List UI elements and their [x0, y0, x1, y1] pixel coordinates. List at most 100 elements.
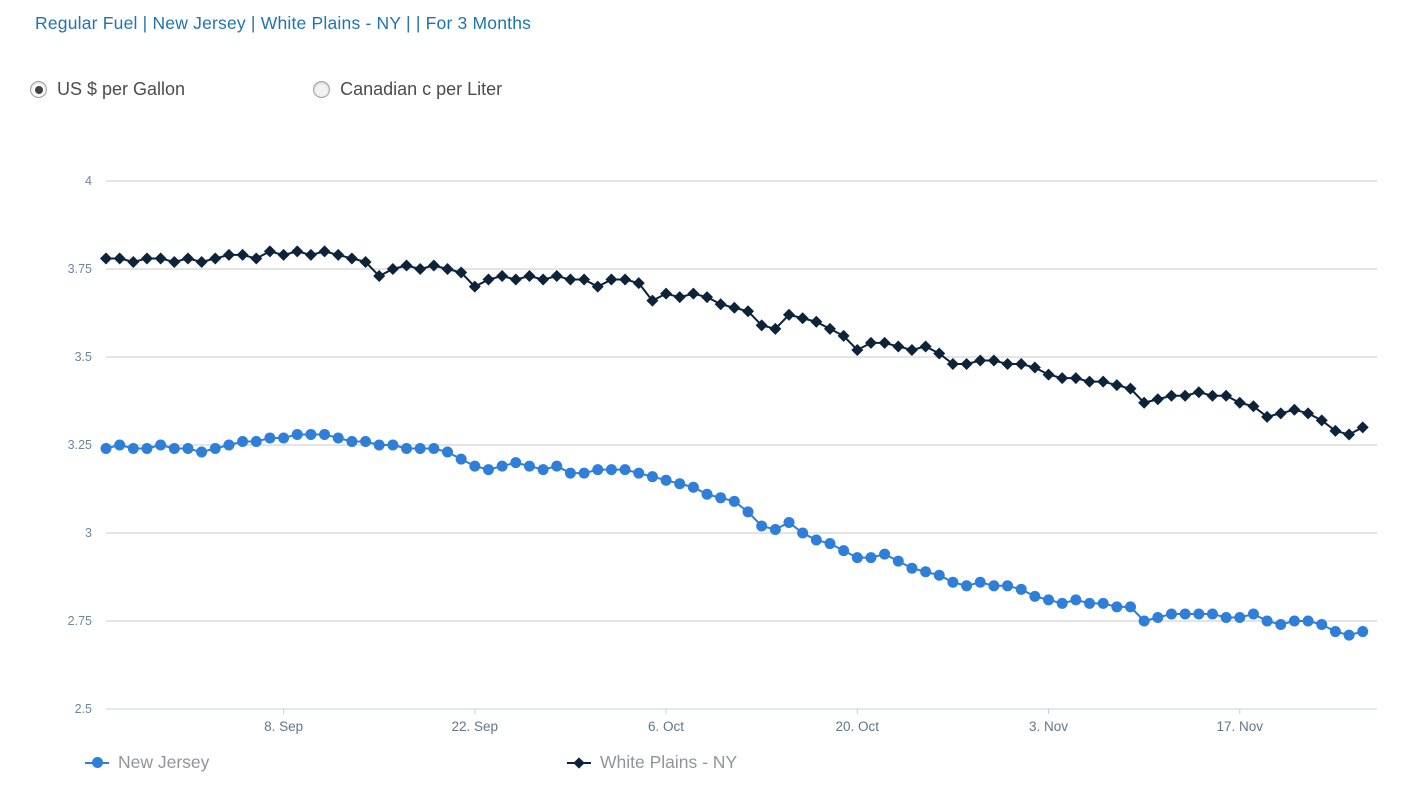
data-point[interactable] — [414, 443, 426, 455]
data-point[interactable] — [1343, 629, 1355, 641]
data-point[interactable] — [592, 464, 604, 476]
data-point[interactable] — [509, 273, 522, 286]
data-point[interactable] — [223, 439, 235, 451]
data-point[interactable] — [1002, 580, 1014, 592]
data-point[interactable] — [687, 481, 699, 493]
data-point[interactable] — [714, 298, 727, 311]
data-point[interactable] — [100, 443, 112, 455]
data-point[interactable] — [1110, 379, 1123, 392]
data-point[interactable] — [1124, 382, 1137, 395]
data-point[interactable] — [1357, 626, 1369, 638]
data-point[interactable] — [919, 340, 932, 353]
data-point[interactable] — [1261, 615, 1273, 627]
legend-item-new-jersey[interactable]: New Jersey — [85, 752, 209, 773]
data-point[interactable] — [1029, 590, 1041, 602]
data-point[interactable] — [783, 516, 795, 528]
data-point[interactable] — [168, 255, 181, 268]
data-point[interactable] — [892, 555, 904, 567]
radio-selected-icon[interactable] — [30, 81, 47, 98]
data-point[interactable] — [1288, 403, 1301, 416]
data-point[interactable] — [523, 460, 535, 472]
data-point[interactable] — [605, 464, 617, 476]
data-point[interactable] — [1083, 375, 1096, 388]
data-point[interactable] — [537, 464, 549, 476]
data-point[interactable] — [291, 428, 303, 440]
data-point[interactable] — [537, 273, 550, 286]
data-point[interactable] — [1247, 400, 1260, 413]
data-point[interactable] — [961, 580, 973, 592]
data-point[interactable] — [878, 336, 891, 349]
data-point[interactable] — [1097, 375, 1110, 388]
data-point[interactable] — [209, 443, 221, 455]
data-point[interactable] — [783, 308, 795, 321]
data-point[interactable] — [455, 453, 467, 465]
data-point[interactable] — [319, 428, 331, 440]
data-point[interactable] — [1056, 597, 1068, 609]
data-point[interactable] — [1356, 421, 1369, 434]
data-point[interactable] — [1315, 414, 1328, 427]
data-point[interactable] — [305, 428, 317, 440]
data-point[interactable] — [947, 576, 959, 588]
data-point[interactable] — [195, 255, 208, 268]
data-point[interactable] — [264, 432, 276, 444]
data-point[interactable] — [715, 492, 727, 504]
data-point[interactable] — [632, 277, 645, 290]
data-point[interactable] — [564, 467, 576, 479]
data-point[interactable] — [400, 259, 413, 272]
data-point[interactable] — [332, 432, 344, 444]
data-point[interactable] — [756, 520, 768, 532]
data-point[interactable] — [1206, 389, 1219, 402]
data-point[interactable] — [482, 464, 494, 476]
legend-item-white-plains-ny[interactable]: White Plains - NY — [567, 752, 737, 773]
data-point[interactable] — [605, 273, 618, 286]
data-point[interactable] — [496, 460, 508, 472]
data-point[interactable] — [578, 467, 590, 479]
data-point[interactable] — [114, 439, 126, 451]
data-point[interactable] — [550, 270, 563, 283]
data-point[interactable] — [222, 248, 235, 261]
data-point[interactable] — [742, 506, 754, 518]
data-point[interactable] — [1261, 410, 1274, 423]
data-point[interactable] — [236, 248, 249, 261]
radio-unselected-icon[interactable] — [313, 81, 331, 98]
data-point[interactable] — [674, 478, 686, 490]
data-point[interactable] — [373, 270, 386, 283]
data-point[interactable] — [414, 263, 427, 275]
data-point[interactable] — [1274, 407, 1287, 420]
data-point[interactable] — [277, 248, 290, 261]
data-point[interactable] — [387, 439, 399, 451]
data-point[interactable] — [646, 471, 658, 483]
data-point[interactable] — [441, 263, 454, 275]
data-point[interactable] — [946, 358, 959, 371]
data-point[interactable] — [1343, 428, 1356, 441]
data-point[interactable] — [1138, 615, 1150, 627]
data-point[interactable] — [360, 435, 372, 447]
data-point[interactable] — [304, 248, 317, 261]
data-point[interactable] — [1152, 611, 1164, 623]
data-point[interactable] — [1042, 368, 1055, 381]
data-point[interactable] — [728, 495, 740, 507]
data-point[interactable] — [879, 548, 891, 560]
data-point[interactable] — [510, 457, 522, 469]
data-point[interactable] — [1111, 601, 1123, 613]
data-point[interactable] — [810, 315, 823, 328]
data-point[interactable] — [196, 446, 208, 458]
data-point[interactable] — [633, 467, 645, 479]
data-point[interactable] — [332, 248, 345, 261]
data-point[interactable] — [1028, 361, 1041, 374]
data-point[interactable] — [755, 319, 768, 332]
data-point[interactable] — [1179, 608, 1191, 620]
data-point[interactable] — [113, 252, 126, 265]
data-point[interactable] — [154, 252, 167, 265]
data-point[interactable] — [619, 464, 631, 476]
data-point[interactable] — [1220, 611, 1232, 623]
data-point[interactable] — [701, 488, 713, 500]
data-point[interactable] — [345, 252, 358, 265]
data-point[interactable] — [442, 446, 453, 458]
data-point[interactable] — [427, 259, 440, 272]
data-point[interactable] — [906, 562, 918, 574]
data-point[interactable] — [209, 252, 222, 265]
data-point[interactable] — [359, 255, 372, 268]
data-point[interactable] — [742, 305, 755, 318]
data-point[interactable] — [728, 301, 741, 314]
